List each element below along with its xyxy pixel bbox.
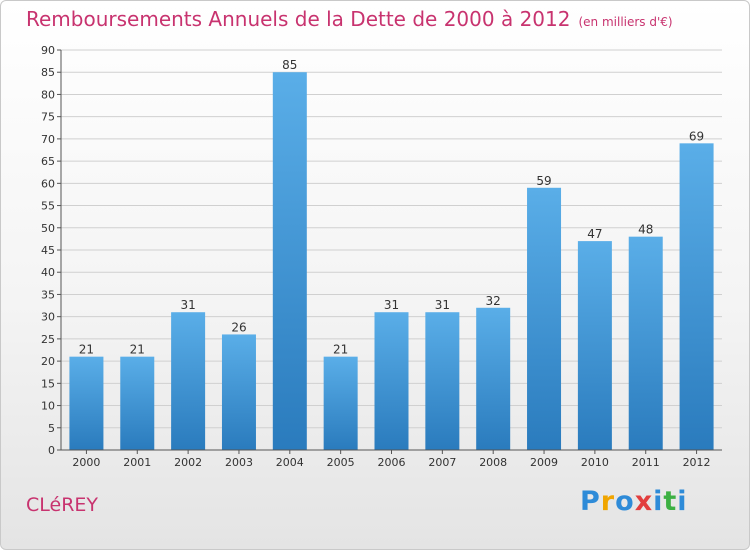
logo-letter: i	[677, 486, 688, 517]
x-tick-label: 2008	[479, 456, 507, 469]
x-axis: 2000 2001 2002 2003 2004 2005 2006 2007 2008 2009…	[61, 449, 722, 469]
data-label: 32	[486, 294, 501, 308]
bar-2005	[323, 356, 358, 450]
y-tick-label: 40	[41, 266, 55, 279]
logo-letter: o	[615, 486, 635, 517]
data-label: 26	[231, 320, 246, 334]
bar-2008	[476, 307, 511, 450]
y-tick-label: 30	[41, 311, 55, 324]
logo-letter: r	[600, 486, 616, 517]
data-label: 47	[587, 227, 602, 241]
chart-title: Remboursements Annuels de la Dette de 20…	[26, 7, 673, 31]
y-tick-label: 35	[41, 288, 55, 301]
y-tick-label: 0	[48, 444, 55, 457]
y-tick-label: 70	[41, 133, 55, 146]
bar-2007	[425, 312, 460, 450]
x-tick-label: 2001	[123, 456, 151, 469]
x-tick-label: 2000	[72, 456, 100, 469]
y-tick-label: 15	[41, 377, 55, 390]
data-label: 21	[79, 343, 94, 357]
x-tick-label: 2002	[174, 456, 202, 469]
y-tick-label: 10	[41, 400, 55, 413]
y-axis: 0 5 10 15 20 25 30 35 40 45 50 55 60 65 70 75 80 85 90	[41, 44, 62, 457]
y-tick-label: 20	[41, 355, 55, 368]
data-label: 59	[536, 174, 551, 188]
y-tick-label: 65	[41, 155, 55, 168]
y-tick-label: 85	[41, 66, 55, 79]
y-tick-label: 5	[48, 422, 55, 435]
bar-2009	[527, 187, 562, 450]
bar-2002	[171, 312, 206, 450]
bar-2010	[577, 241, 612, 450]
y-tick-label: 25	[41, 333, 55, 346]
bars: 21 21 31 26 85 21 31 31 32 59 47 48 69	[69, 58, 714, 451]
bar-2011	[628, 236, 663, 450]
data-label: 31	[180, 298, 195, 312]
x-tick-label: 2009	[530, 456, 558, 469]
y-tick-label: 90	[41, 44, 55, 57]
data-label: 31	[435, 298, 450, 312]
data-label: 31	[384, 298, 399, 312]
data-label: 85	[282, 58, 297, 72]
x-tick-label: 2011	[632, 456, 660, 469]
bar-2006	[374, 312, 409, 450]
proxiti-logo: Proxiti	[580, 486, 688, 517]
bar-2003	[221, 334, 256, 450]
data-label: 48	[638, 223, 653, 237]
y-tick-label: 45	[41, 244, 55, 257]
x-tick-label: 2004	[276, 456, 304, 469]
y-tick-label: 60	[41, 177, 55, 190]
commune-name: CLéREY	[26, 494, 99, 516]
logo-letter: t	[663, 486, 678, 517]
x-tick-label: 2012	[683, 456, 711, 469]
x-tick-label: 2005	[327, 456, 355, 469]
unit-label: (en milliers d'€)	[578, 15, 673, 29]
y-tick-label: 55	[41, 200, 55, 213]
x-tick-label: 2003	[225, 456, 253, 469]
logo-letter: x	[634, 486, 654, 517]
data-label: 21	[130, 343, 145, 357]
bar-2001	[120, 356, 155, 450]
data-label: 21	[333, 343, 348, 357]
y-tick-label: 80	[41, 88, 55, 101]
data-label: 69	[689, 129, 704, 143]
y-tick-label: 75	[41, 111, 55, 124]
bar-2004	[272, 72, 307, 450]
bar-2012	[679, 143, 714, 451]
x-tick-label: 2006	[378, 456, 406, 469]
logo-letter: i	[653, 486, 664, 517]
bar-2000	[69, 356, 104, 450]
title-text: Remboursements Annuels de la Dette de 20…	[26, 7, 571, 31]
x-tick-label: 2007	[428, 456, 456, 469]
y-tick-label: 50	[41, 222, 55, 235]
x-tick-label: 2010	[581, 456, 609, 469]
logo-letter: P	[580, 486, 601, 517]
